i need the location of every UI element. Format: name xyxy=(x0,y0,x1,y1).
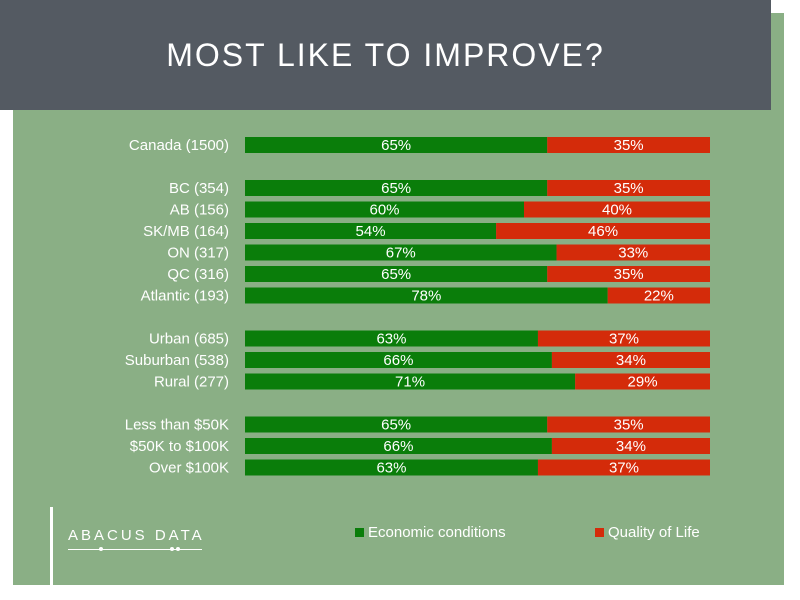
data-label: 37% xyxy=(609,331,639,348)
data-label: 46% xyxy=(588,223,618,240)
title-bar: MOST LIKE TO IMPROVE? xyxy=(0,0,771,110)
bar-quality xyxy=(556,244,710,261)
legend-swatch-quality xyxy=(595,527,604,537)
bar-quality xyxy=(551,352,710,368)
bar-economic xyxy=(245,330,538,347)
data-label: 54% xyxy=(356,223,386,240)
logo-dot xyxy=(176,547,180,551)
bar-economic xyxy=(245,201,524,218)
data-label: 63% xyxy=(376,331,406,348)
legend-economic: Economic conditions xyxy=(355,522,506,542)
bar-economic xyxy=(245,266,548,282)
bar-economic xyxy=(245,459,538,476)
bar-quality xyxy=(607,287,710,304)
data-label: 40% xyxy=(602,202,632,219)
page-title: MOST LIKE TO IMPROVE? xyxy=(166,37,605,73)
category-label: QC (316) xyxy=(167,266,229,283)
legend-quality: Quality of Life xyxy=(595,522,700,542)
bar-economic xyxy=(245,223,497,239)
legend-label-quality: Quality of Life xyxy=(608,523,700,541)
category-label: Less than $50K xyxy=(125,417,229,434)
category-label: Urban (685) xyxy=(149,331,229,348)
abacus-logo: ABACUS DATA xyxy=(68,527,205,544)
bar-economic xyxy=(245,416,548,433)
category-label: BC (354) xyxy=(169,180,229,197)
category-label: ON (317) xyxy=(167,245,229,262)
category-label: $50K to $100K xyxy=(130,438,229,455)
bar-quality xyxy=(537,459,710,476)
data-label: 65% xyxy=(381,266,411,283)
logo-dot xyxy=(99,547,103,551)
category-label: Suburban (538) xyxy=(125,352,229,369)
bar-economic xyxy=(245,438,552,454)
bar-quality xyxy=(551,438,710,454)
category-label: Rural (277) xyxy=(154,374,229,391)
bar-quality xyxy=(547,266,710,282)
data-label: 35% xyxy=(614,137,644,154)
data-label: 78% xyxy=(411,288,441,305)
bar-economic xyxy=(245,287,608,304)
bar-economic xyxy=(245,373,576,390)
category-label: Canada (1500) xyxy=(129,137,229,154)
data-label: 37% xyxy=(609,460,639,477)
logo-rule xyxy=(68,549,202,550)
data-label: 35% xyxy=(614,266,644,283)
category-label: AB (156) xyxy=(170,202,229,219)
bar-quality xyxy=(524,201,710,218)
data-label: 22% xyxy=(644,288,674,305)
data-label: 33% xyxy=(618,245,648,262)
legend-label-economic: Economic conditions xyxy=(368,523,506,541)
data-label: 67% xyxy=(386,245,416,262)
data-label: 66% xyxy=(383,438,413,455)
bar-quality xyxy=(537,330,710,347)
data-label: 63% xyxy=(376,460,406,477)
bar-economic xyxy=(245,244,557,261)
category-label: SK/MB (164) xyxy=(143,223,229,240)
divider-line xyxy=(50,507,53,585)
data-label: 60% xyxy=(369,202,399,219)
logo-dot xyxy=(170,547,174,551)
bar-economic xyxy=(245,137,548,153)
data-label: 35% xyxy=(614,180,644,197)
data-label: 35% xyxy=(614,417,644,434)
bar-quality xyxy=(496,223,710,239)
category-label: Over $100K xyxy=(149,460,229,477)
data-label: 66% xyxy=(383,352,413,369)
data-label: 65% xyxy=(381,180,411,197)
bar-quality xyxy=(547,137,710,153)
bar-economic xyxy=(245,180,548,196)
data-label: 65% xyxy=(381,417,411,434)
data-label: 65% xyxy=(381,137,411,154)
data-label: 29% xyxy=(628,374,658,391)
bar-quality xyxy=(547,416,710,433)
data-label: 71% xyxy=(395,374,425,391)
category-label: Atlantic (193) xyxy=(141,288,229,305)
bar-economic xyxy=(245,352,552,368)
data-label: 34% xyxy=(616,352,646,369)
legend-swatch-economic xyxy=(355,527,364,537)
data-label: 34% xyxy=(616,438,646,455)
bar-quality xyxy=(547,180,710,196)
bar-quality xyxy=(575,373,710,390)
